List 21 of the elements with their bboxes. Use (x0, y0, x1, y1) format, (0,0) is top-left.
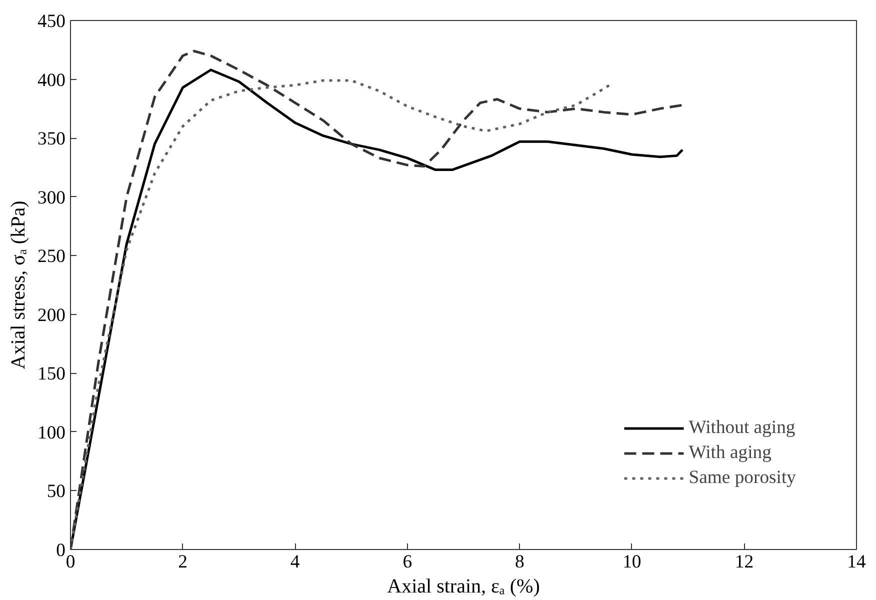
x-tick-label: 12 (734, 552, 754, 572)
legend-label: With aging (688, 442, 772, 464)
y-axis-title: Axial stress, σₐ (kPa) (8, 200, 30, 370)
x-tick-label: 10 (622, 552, 642, 572)
y-tick-label: 100 (38, 422, 66, 444)
x-tick-label: 14 (847, 552, 866, 572)
legend-label: Same porosity (688, 467, 796, 489)
y-tick-label: 150 (38, 364, 66, 385)
y-tick-label: 450 (38, 11, 66, 32)
x-tick-label: 8 (514, 552, 524, 572)
x-tick-label: 6 (402, 552, 412, 572)
y-tick-label: 200 (38, 304, 66, 326)
y-tick-label: 350 (38, 128, 66, 150)
x-axis-title: Axial strain, εₐ (%) (387, 576, 540, 598)
y-tick-label: 50 (46, 481, 66, 502)
y-tick-label: 250 (38, 246, 66, 268)
y-tick-label: 300 (38, 187, 66, 208)
x-tick-label: 2 (178, 552, 188, 572)
x-tick-label: 4 (290, 552, 300, 572)
y-tick-label: 400 (38, 70, 66, 91)
legend-label: Without aging (688, 417, 796, 439)
